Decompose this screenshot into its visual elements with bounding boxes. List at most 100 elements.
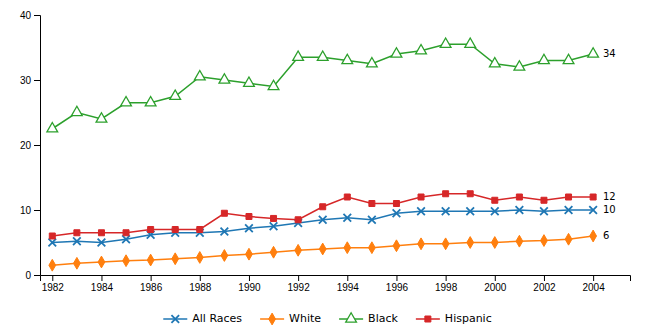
tick-label: 1986 bbox=[140, 282, 163, 293]
point bbox=[539, 54, 550, 63]
point bbox=[96, 113, 107, 122]
legend-symbol bbox=[171, 315, 179, 323]
point bbox=[369, 201, 375, 207]
tick-mark bbox=[446, 275, 447, 281]
legend-item: Black bbox=[339, 312, 398, 325]
point bbox=[170, 90, 181, 99]
tick: 1982 bbox=[42, 275, 65, 293]
point bbox=[443, 191, 449, 197]
tick-mark bbox=[34, 145, 40, 146]
point bbox=[73, 257, 80, 269]
annotations: 3412106 bbox=[603, 48, 616, 241]
point bbox=[465, 38, 476, 47]
point bbox=[541, 235, 548, 247]
point bbox=[440, 38, 451, 47]
tick-label: 1990 bbox=[238, 282, 261, 293]
point bbox=[367, 58, 378, 67]
point bbox=[391, 48, 402, 57]
legend-label: All Races bbox=[192, 312, 242, 325]
point bbox=[588, 48, 599, 57]
point bbox=[418, 238, 425, 250]
tick-label: 1998 bbox=[435, 282, 458, 293]
legend: All Races White Black Hispanic bbox=[163, 312, 491, 325]
tick: 20 bbox=[20, 140, 40, 151]
tick-label: 30 bbox=[20, 75, 32, 86]
tick-mark bbox=[495, 275, 496, 281]
point bbox=[442, 207, 450, 215]
point bbox=[270, 246, 277, 258]
legend-symbol bbox=[269, 313, 276, 325]
point bbox=[246, 214, 252, 220]
tick: 1992 bbox=[288, 275, 311, 293]
point bbox=[197, 227, 203, 233]
point bbox=[47, 123, 58, 132]
plot: 1982198419861988199019921994199619982000… bbox=[20, 10, 631, 293]
tick: 1998 bbox=[435, 275, 458, 293]
tick: 2002 bbox=[533, 275, 556, 293]
end-label: 6 bbox=[603, 230, 609, 241]
point bbox=[245, 224, 253, 232]
tick-mark bbox=[151, 275, 152, 281]
end-label: 10 bbox=[603, 204, 616, 215]
tick-label: 20 bbox=[20, 140, 32, 151]
point bbox=[540, 207, 548, 215]
point bbox=[344, 194, 350, 200]
tick-label: 1984 bbox=[91, 282, 114, 293]
point bbox=[172, 227, 178, 233]
point bbox=[295, 217, 301, 223]
legend-symbol bbox=[346, 313, 357, 322]
legend-item: All Races bbox=[163, 312, 242, 325]
legend-item: Hispanic bbox=[416, 312, 492, 325]
y-axis: 010203040 bbox=[20, 10, 41, 281]
tick: 40 bbox=[20, 10, 40, 21]
tick-mark bbox=[34, 210, 40, 211]
point bbox=[590, 230, 597, 242]
tick: 1996 bbox=[386, 275, 409, 293]
point bbox=[221, 210, 227, 216]
point bbox=[342, 54, 353, 63]
point bbox=[317, 51, 328, 60]
x-axis: 1982198419861988199019921994199619982000… bbox=[41, 275, 631, 293]
point bbox=[418, 194, 424, 200]
point bbox=[589, 206, 597, 214]
point bbox=[98, 230, 104, 236]
point bbox=[123, 255, 130, 267]
point bbox=[368, 242, 375, 254]
tick: 30 bbox=[20, 75, 40, 86]
marks bbox=[47, 38, 599, 271]
point bbox=[268, 80, 279, 89]
point bbox=[271, 215, 277, 221]
tick-mark bbox=[298, 275, 299, 281]
point bbox=[194, 71, 205, 80]
tick-label: 40 bbox=[20, 10, 32, 21]
point bbox=[466, 207, 474, 215]
chart: 1982198419861988199019921994199619982000… bbox=[0, 0, 655, 335]
point bbox=[467, 237, 474, 249]
tick: 1994 bbox=[337, 275, 360, 293]
point bbox=[516, 194, 522, 200]
tick-label: 1994 bbox=[337, 282, 360, 293]
legend-symbol bbox=[425, 316, 431, 322]
tick-mark bbox=[544, 275, 545, 281]
tick-label: 2004 bbox=[583, 282, 606, 293]
point bbox=[319, 243, 326, 255]
tick-label: 2000 bbox=[484, 282, 507, 293]
point bbox=[48, 239, 56, 247]
series-line bbox=[52, 236, 593, 265]
tick-mark bbox=[52, 275, 53, 281]
point bbox=[343, 214, 351, 222]
axis-line bbox=[34, 16, 41, 276]
tick-label: 10 bbox=[20, 205, 32, 216]
legend-label: Hispanic bbox=[445, 312, 492, 325]
tick-mark bbox=[593, 275, 594, 281]
tick-label: 1982 bbox=[42, 282, 65, 293]
point bbox=[246, 248, 253, 260]
tick-mark bbox=[396, 275, 397, 281]
point bbox=[320, 204, 326, 210]
point bbox=[221, 228, 229, 236]
tick-mark bbox=[101, 275, 102, 281]
point bbox=[145, 97, 156, 106]
legend-item: White bbox=[260, 312, 321, 325]
tick: 2004 bbox=[583, 275, 606, 293]
point bbox=[98, 239, 106, 247]
